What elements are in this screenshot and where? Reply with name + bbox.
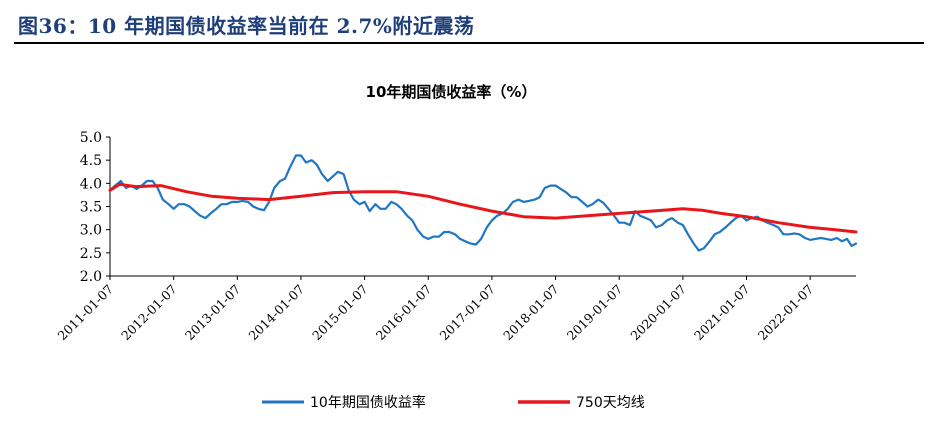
x-tick-label: 2022-01-07 [755,281,817,343]
x-tick-label: 2015-01-07 [309,281,371,343]
x-tick-label: 2019-01-07 [564,281,626,343]
legend: 10年期国债收益率 750天均线 [262,394,645,411]
x-tick-label: 2014-01-07 [246,281,308,343]
legend-ma-750-label: 750天均线 [576,395,645,411]
y-tick-label: 4.5 [80,153,102,169]
x-tick-label: 2021-01-07 [691,281,753,343]
figure-header: 图36：10 年期国债收益率当前在 2.7%附近震荡 [14,4,924,44]
x-tick-label: 2011-01-07 [55,281,117,343]
legend-yield-10y-label: 10年期国债收益率 [310,394,426,411]
y-tick-label: 3.5 [80,200,102,216]
y-axis: 5.0 4.5 4.0 3.5 3.0 2.5 2.0 [80,130,111,285]
x-tick-label: 2020-01-07 [627,281,689,343]
x-axis: 2011-01-07 2012-01-07 2013-01-07 2014-01-07… [55,275,856,343]
series-layer [108,154,858,252]
y-tick-label: 5.0 [80,130,102,146]
ma-750-line [108,182,858,234]
y-tick-label: 2.5 [80,246,102,262]
x-tick-label: 2013-01-07 [182,281,244,343]
x-tick-label: 2016-01-07 [373,281,435,343]
yield-10y-line [108,154,858,252]
chart-title: 10年期国债收益率（%） [366,83,537,101]
y-tick-label: 4.0 [80,176,102,192]
x-tick-label: 2018-01-07 [500,281,562,343]
x-tick-label: 2012-01-07 [118,281,180,343]
y-tick-label: 2.0 [80,269,102,285]
y-tick-label: 3.0 [80,223,102,239]
figure-title: 图36：10 年期国债收益率当前在 2.7%附近震荡 [18,14,475,38]
x-tick-label: 2017-01-07 [436,281,498,343]
